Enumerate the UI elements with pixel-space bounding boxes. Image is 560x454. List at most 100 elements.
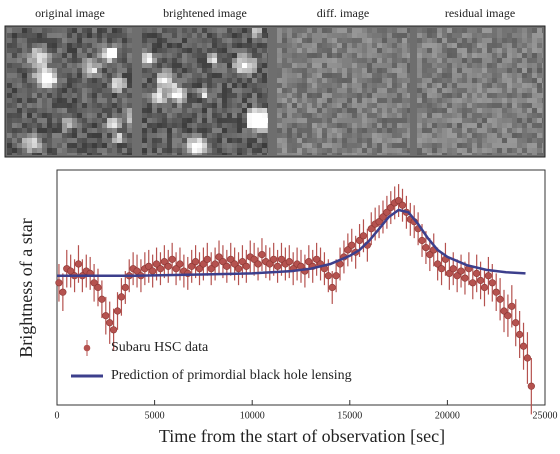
- data-point: [512, 319, 520, 327]
- data-point: [90, 279, 98, 287]
- data-point: [332, 272, 340, 280]
- data-point: [160, 258, 168, 266]
- data-point: [480, 283, 489, 292]
- data-point: [203, 255, 211, 263]
- plot-frame: [56, 169, 546, 406]
- data-point: [324, 272, 332, 280]
- data-point: [273, 262, 282, 270]
- x-tick-label: 5000: [145, 410, 165, 421]
- data-point: [395, 196, 403, 205]
- data-point: [496, 295, 504, 303]
- data-point: [117, 293, 126, 301]
- data-point: [223, 262, 231, 270]
- image-panels: [7, 28, 543, 155]
- data-point: [258, 251, 266, 259]
- data-point: [254, 260, 262, 268]
- data-point: [231, 260, 239, 268]
- image-label: diff. image: [317, 6, 369, 20]
- x-tick-label: 10000: [240, 410, 265, 421]
- data-point: [449, 265, 457, 273]
- data-point: [523, 354, 532, 362]
- x-tick-label: 25000: [533, 410, 558, 421]
- data-point: [172, 265, 180, 273]
- data-point: [437, 265, 446, 273]
- data-point: [344, 246, 352, 254]
- data-point: [199, 260, 207, 268]
- data-point: [55, 279, 63, 287]
- x-tick-label: 20000: [435, 410, 460, 421]
- data-point: [504, 312, 512, 320]
- data-point: [168, 255, 176, 263]
- data-point: [359, 232, 368, 240]
- data-point: [398, 201, 407, 209]
- data-point: [453, 272, 461, 280]
- x-tick-label: 15000: [337, 410, 362, 421]
- data-point: [59, 288, 67, 296]
- data-point: [176, 260, 184, 268]
- data-point: [305, 258, 313, 266]
- data-point: [367, 225, 375, 233]
- data-point: [149, 267, 157, 275]
- data-point: [426, 251, 434, 259]
- data-point: [516, 330, 524, 339]
- data-point: [242, 262, 250, 270]
- image-label: original image: [35, 6, 105, 20]
- data-point: [266, 260, 274, 268]
- data-point: [164, 262, 172, 270]
- data-point: [328, 283, 336, 292]
- data-point: [387, 204, 395, 212]
- legend-marker: [83, 344, 91, 352]
- data-point: [519, 342, 528, 350]
- data-point: [188, 262, 196, 270]
- image-label: brightened image: [163, 6, 247, 20]
- prediction-line: [57, 208, 526, 278]
- data-point: [110, 326, 118, 334]
- data-point: [457, 267, 465, 275]
- data-point: [379, 213, 387, 221]
- data-point: [219, 258, 227, 266]
- data-point: [422, 243, 430, 252]
- data-point: [445, 269, 453, 278]
- data-point: [473, 269, 481, 278]
- data-point: [207, 265, 215, 273]
- data-point: [74, 260, 83, 268]
- data-point: [98, 295, 106, 303]
- data-point: [238, 258, 247, 266]
- data-point: [106, 319, 114, 327]
- legend-label: Subaru HSC data: [111, 340, 209, 355]
- data-point: [211, 260, 219, 268]
- data-point: [500, 307, 508, 315]
- data-point: [461, 274, 469, 282]
- data-point: [492, 288, 500, 296]
- image-label: residual image: [445, 6, 515, 20]
- data-point: [121, 283, 129, 292]
- y-axis-label: Brightness of a star: [16, 218, 36, 357]
- data-point: [434, 260, 442, 268]
- data-point: [527, 382, 535, 390]
- data-point: [250, 255, 258, 263]
- data-point: [270, 255, 278, 263]
- data-point: [313, 255, 321, 263]
- data-point: [469, 279, 477, 287]
- data-point: [156, 265, 165, 273]
- data-point: [152, 260, 161, 268]
- data-point: [476, 276, 485, 285]
- data-point: [348, 241, 356, 249]
- legend-label: Prediction of primordial black hole lens…: [111, 368, 352, 383]
- data-point: [67, 267, 75, 275]
- data-point: [195, 265, 204, 273]
- data-point: [191, 258, 200, 266]
- data-point: [355, 236, 364, 245]
- data-point: [418, 236, 426, 245]
- data-point: [484, 272, 492, 280]
- x-tick-label: 0: [55, 410, 60, 421]
- x-axis-label: Time from the start of observation [sec]: [159, 426, 445, 446]
- data-point: [375, 218, 383, 226]
- data-point: [102, 312, 110, 320]
- data-point: [215, 253, 223, 261]
- data-point: [227, 255, 235, 263]
- data-point: [133, 267, 141, 275]
- data-point: [508, 302, 516, 310]
- data-point: [277, 255, 286, 263]
